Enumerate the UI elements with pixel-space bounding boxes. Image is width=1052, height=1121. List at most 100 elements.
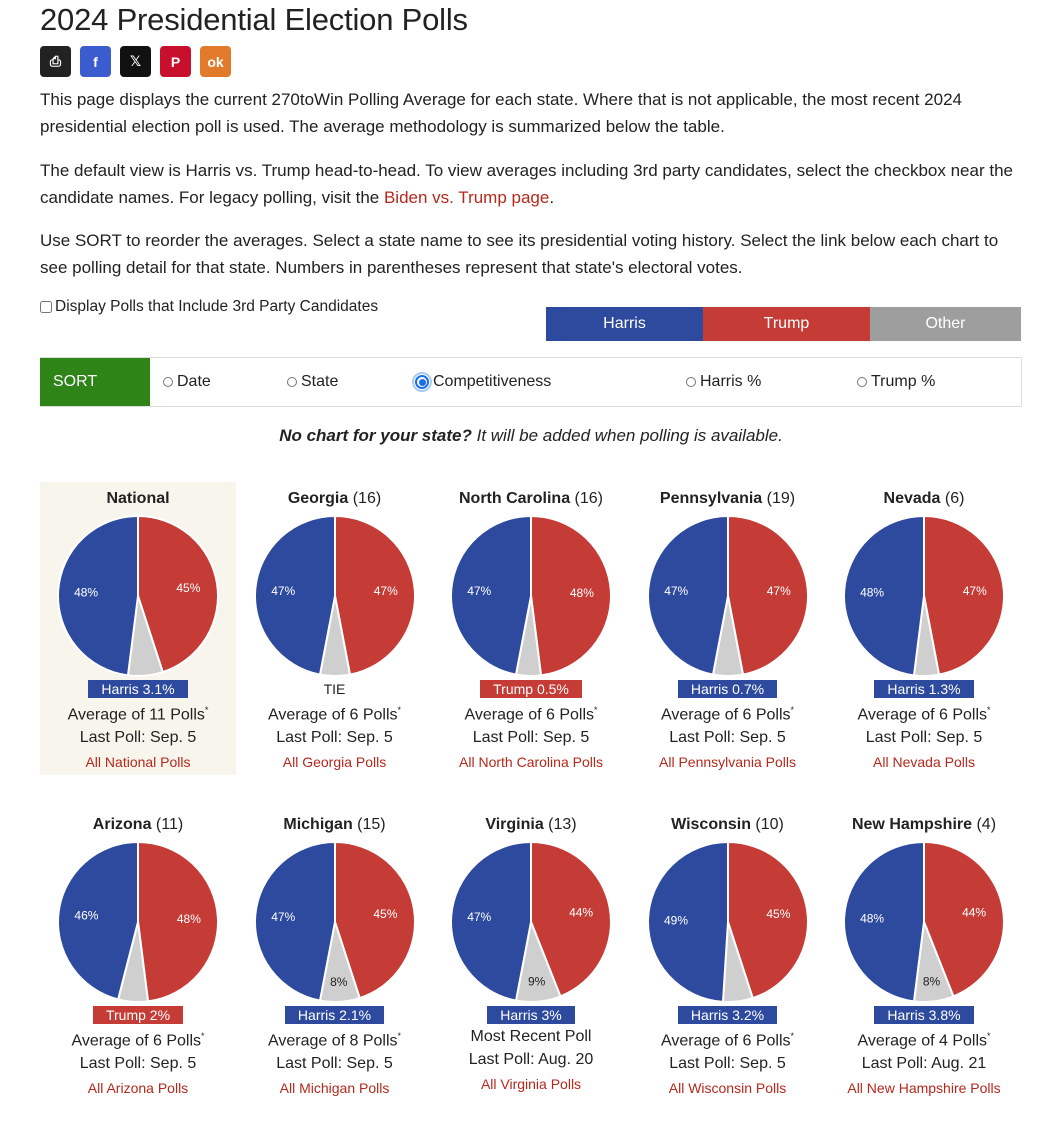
other-pct-label: 8% — [330, 975, 348, 989]
lead-badge: Trump 0.5% — [480, 680, 582, 698]
state-name[interactable]: Pennsylvania — [659, 490, 763, 507]
state-title[interactable]: Pennsylvania (19) — [630, 490, 826, 510]
all-polls-link[interactable]: All New Hampshire Polls — [847, 1080, 1001, 1097]
state-title[interactable]: Wisconsin (10) — [630, 816, 826, 836]
last-poll-date: Last Poll: Sep. 5 — [472, 729, 590, 747]
harris-pct-label: 47% — [664, 584, 688, 598]
state-name[interactable]: New Hampshire — [851, 816, 973, 833]
poll-average-text: Average of 6 Polls — [71, 1032, 202, 1050]
radio-harris[interactable] — [686, 377, 696, 387]
state-title[interactable]: North Carolina (16) — [433, 490, 629, 510]
other-pct-label: 8% — [923, 975, 941, 989]
footnote-marker: * — [594, 705, 598, 715]
all-polls-link[interactable]: All Pennsylvania Polls — [659, 754, 796, 771]
state-title[interactable]: Georgia (16) — [237, 490, 433, 510]
print-button[interactable]: ⎙ — [40, 46, 71, 77]
trump-slice — [726, 514, 809, 676]
state-title[interactable]: Nevada (6) — [826, 490, 1022, 510]
state-card-nevada: Nevada (6) 47% 48% Harris 1.3% Average of 6 … — [826, 482, 1022, 775]
state-name[interactable]: Arizona — [92, 816, 152, 833]
poll-average: Average of 6 Polls* — [630, 1025, 826, 1052]
all-polls-link[interactable]: All Wisconsin Polls — [668, 1080, 787, 1097]
state-card-virginia: Virginia (13) 44% 47% 9% Harris 3% Most Recen… — [433, 808, 629, 1101]
trump-pct-label: 48% — [177, 912, 201, 926]
last-poll-date: Last Poll: Sep. 5 — [276, 1055, 393, 1073]
pie-chart: 47% 47% — [646, 514, 809, 677]
sort-option-trump[interactable]: Trump % — [857, 358, 935, 406]
trump-slice — [333, 514, 416, 676]
state-title[interactable]: National — [40, 490, 236, 510]
state-title[interactable]: New Hampshire (4) — [826, 816, 1022, 836]
pie-chart: 45% 49% — [646, 840, 809, 1003]
radio-date[interactable] — [163, 377, 173, 387]
state-name[interactable]: North Carolina — [458, 490, 571, 507]
legend-other: Other — [870, 307, 1021, 341]
poll-average: Average of 6 Polls* — [826, 699, 1022, 726]
harris-pct-label: 47% — [467, 584, 491, 598]
biden-trump-link[interactable]: Biden vs. Trump page — [383, 188, 550, 207]
electoral-votes: (13) — [543, 816, 577, 833]
paragraph-text-end: . — [549, 188, 555, 207]
radio-trump[interactable] — [857, 377, 867, 387]
harris-slice — [253, 840, 336, 1002]
last-poll-date: Last Poll: Aug. 21 — [861, 1055, 987, 1073]
harris-pct-label: 48% — [860, 912, 884, 926]
state-name[interactable]: Michigan — [283, 816, 353, 833]
footnote-marker: * — [397, 1031, 402, 1041]
poll-average-text: Average of 11 Polls — [67, 706, 205, 724]
poll-average-text: Average of 6 Polls — [464, 706, 595, 724]
state-name[interactable]: Virginia — [485, 816, 544, 833]
pinterest-button[interactable]: P — [160, 46, 191, 77]
poll-average: Average of 4 Polls* — [826, 1025, 1022, 1052]
state-title[interactable]: Virginia (13) — [433, 816, 629, 836]
odnoklassniki-button[interactable]: ok — [200, 46, 231, 77]
state-name[interactable]: Wisconsin — [671, 816, 751, 833]
state-title[interactable]: Michigan (15) — [237, 816, 433, 836]
sort-option-harris[interactable]: Harris % — [686, 358, 761, 406]
sort-help-paragraph: Use SORT to reorder the averages. Select… — [40, 231, 999, 277]
pie-chart: 45% 48% — [57, 514, 219, 677]
sort-option-label: Competitiveness — [433, 373, 552, 390]
all-polls-link[interactable]: All Nevada Polls — [873, 754, 975, 771]
sort-option-label: State — [301, 373, 339, 390]
facebook-button[interactable]: f — [80, 46, 111, 77]
all-polls-link[interactable]: All Georgia Polls — [282, 754, 387, 771]
harris-pct-label: 48% — [74, 586, 98, 600]
state-name[interactable]: Georgia — [287, 490, 349, 507]
note-text: It will be added when polling is availab… — [471, 426, 783, 445]
harris-slice — [57, 840, 139, 1001]
trump-pct-label: 44% — [569, 905, 593, 919]
pie-chart: 47% 47% — [253, 514, 416, 677]
sort-option-date[interactable]: Date — [163, 358, 211, 406]
sort-option-state[interactable]: State — [287, 358, 338, 406]
radio-state[interactable] — [287, 377, 297, 387]
electoral-votes: (11) — [151, 816, 184, 833]
trump-slice — [333, 840, 416, 1000]
state-name[interactable]: National — [106, 490, 170, 507]
all-polls-link[interactable]: All North Carolina Polls — [459, 754, 603, 771]
poll-average-text: Average of 6 Polls — [267, 706, 398, 724]
facebook-icon: f — [93, 53, 98, 70]
all-polls-link[interactable]: All Arizona Polls — [87, 1080, 189, 1097]
x-icon: 𝕏 — [129, 53, 142, 69]
lead-badge: Harris 3% — [487, 1006, 575, 1024]
state-card-pennsylvania: Pennsylvania (19) 47% 47% Harris 0.7% Averag… — [630, 482, 826, 775]
trump-pct-label: 47% — [766, 584, 790, 598]
third-party-checkbox[interactable] — [40, 301, 52, 313]
state-title[interactable]: Arizona (11) — [40, 816, 236, 836]
poll-average: Average of 6 Polls* — [433, 699, 629, 726]
third-party-toggle[interactable]: Display Polls that Include 3rd Party Can… — [40, 298, 378, 316]
trump-pct-label: 45% — [176, 581, 200, 595]
all-polls-link[interactable]: All Virginia Polls — [480, 1076, 582, 1092]
last-poll-date: Last Poll: Aug. 20 — [468, 1051, 594, 1068]
all-polls-link[interactable]: All Michigan Polls — [279, 1080, 390, 1097]
radio-competitiveness[interactable] — [412, 372, 432, 392]
x-button[interactable]: 𝕏 — [120, 46, 151, 77]
trump-slice — [923, 514, 1005, 676]
all-polls-link[interactable]: All National Polls — [85, 754, 191, 771]
trump-pct-label: 47% — [373, 584, 397, 598]
poll-average-text: Average of 6 Polls — [660, 1032, 791, 1050]
sort-option-competitiveness[interactable]: Competitiveness — [412, 358, 552, 406]
electoral-votes: (19) — [762, 490, 796, 507]
state-name[interactable]: Nevada — [883, 490, 941, 507]
